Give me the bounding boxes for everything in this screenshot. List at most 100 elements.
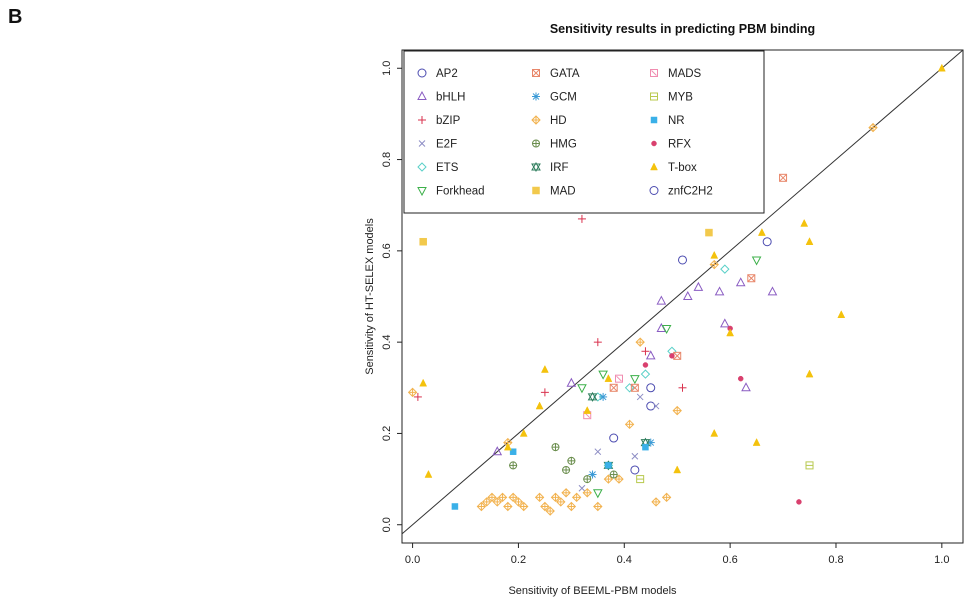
- legend-item-mads: MADS: [650, 68, 702, 80]
- point-ap2: [678, 255, 687, 265]
- legend-marker-ap2: [417, 68, 427, 78]
- point-hd: [635, 337, 645, 347]
- y-tick-label: 0.8: [381, 152, 393, 167]
- point-hd: [868, 122, 878, 133]
- point-mad: [705, 228, 713, 237]
- point-hd: [709, 259, 719, 270]
- legend-item-bhlh: bHLH: [417, 90, 465, 104]
- point-nr: [451, 503, 459, 510]
- point-hd: [503, 501, 513, 512]
- legend-label-bhlh: bHLH: [436, 92, 465, 104]
- y-tick-label: 0.6: [381, 243, 393, 258]
- legend-label-t-box: T-box: [668, 162, 697, 174]
- data-points: [407, 63, 946, 516]
- point-ets: [720, 264, 730, 274]
- point-bhlh: [566, 377, 577, 387]
- point-hd: [476, 501, 487, 512]
- legend-marker-hd: [531, 115, 541, 125]
- point-t-box: [805, 237, 814, 245]
- legend-marker-rfx: [651, 140, 657, 147]
- point-hd: [534, 492, 545, 503]
- legend-marker-e2f: [418, 140, 426, 147]
- point-ap2: [630, 465, 640, 475]
- y-tick-label: 1.0: [381, 61, 393, 76]
- legend-item-irf: IRF: [531, 161, 569, 174]
- x-tick-label: 1.0: [934, 554, 949, 566]
- point-mads: [614, 374, 623, 383]
- point-bhlh: [714, 286, 725, 296]
- x-tick-label: 0.2: [511, 554, 526, 566]
- point-ap2: [762, 237, 772, 247]
- legend-marker-ets: [417, 162, 427, 172]
- point-rfx: [796, 499, 802, 505]
- point-hd: [582, 488, 592, 498]
- x-axis-title: Sensitivity of BEEML-PBM models: [508, 585, 677, 597]
- point-t-box: [535, 401, 544, 410]
- point-hd: [566, 501, 577, 512]
- point-hd: [497, 492, 508, 503]
- point-t-box: [424, 469, 433, 478]
- legend-item-forkhead: Forkhead: [417, 186, 485, 198]
- point-hmg: [509, 461, 518, 470]
- point-hd: [593, 501, 603, 512]
- legend: AP2 bHLH bZIP E2F ETS Forkhead GATA GCM HD HMG IRF…: [403, 50, 765, 214]
- point-gata: [673, 351, 682, 360]
- point-t-box: [540, 364, 549, 373]
- point-t-box: [752, 438, 761, 446]
- point-hd: [614, 474, 624, 484]
- point-t-box: [710, 428, 719, 437]
- point-t-box: [800, 218, 809, 227]
- point-t-box: [519, 428, 528, 437]
- legend-box: [403, 50, 765, 214]
- point-nr: [642, 443, 649, 451]
- point-mad: [419, 237, 427, 246]
- point-forkhead: [751, 256, 762, 266]
- point-hd: [519, 501, 529, 512]
- point-gcm: [588, 470, 597, 479]
- point-e2f: [652, 402, 660, 410]
- legend-item-rfx: RFX: [651, 139, 691, 151]
- point-t-box: [419, 378, 428, 387]
- point-t-box: [583, 406, 592, 414]
- legend-label-myb: MYB: [668, 92, 693, 104]
- point-bzip: [577, 214, 586, 223]
- point-t-box: [937, 63, 946, 72]
- legend-item-hd: HD: [531, 115, 567, 127]
- point-hmg: [583, 475, 592, 484]
- point-hd: [481, 497, 492, 507]
- point-bhlh: [693, 281, 704, 291]
- legend-item-bzip: bZIP: [418, 115, 461, 127]
- point-znfc2h2: [646, 383, 656, 393]
- point-forkhead: [592, 489, 603, 499]
- legend-label-hmg: HMG: [550, 139, 577, 151]
- legend-item-ets: ETS: [417, 162, 459, 174]
- point-hd: [661, 492, 672, 503]
- legend-marker-bzip: [418, 116, 426, 124]
- legend-marker-t-box: [650, 162, 658, 171]
- legend-marker-bhlh: [417, 90, 427, 100]
- point-myb: [805, 461, 814, 470]
- point-hd: [571, 492, 582, 503]
- point-t-box: [710, 250, 719, 259]
- x-tick-label: 0.6: [722, 554, 737, 566]
- y-axis: 0.0 0.2 0.4 0.6 0.8 1.0: [381, 61, 402, 532]
- point-hd: [556, 497, 566, 507]
- legend-marker-hmg: [532, 139, 540, 148]
- legend-marker-mad: [532, 186, 540, 195]
- x-tick-label: 0.0: [405, 554, 420, 566]
- point-hd: [550, 492, 561, 503]
- point-hd: [651, 497, 661, 507]
- point-hd: [540, 501, 550, 512]
- point-e2f: [636, 393, 644, 401]
- point-irf: [587, 391, 598, 402]
- point-e2f: [578, 484, 586, 492]
- point-rfx: [642, 362, 649, 368]
- point-gata: [630, 383, 639, 392]
- legend-item-gata: GATA: [532, 68, 580, 80]
- point-forkhead: [577, 384, 587, 394]
- legend-label-rfx: RFX: [668, 139, 691, 151]
- legend-label-e2f: E2F: [436, 139, 457, 151]
- legend-marker-gata: [532, 69, 540, 77]
- diagonal-reference-line: [401, 49, 964, 535]
